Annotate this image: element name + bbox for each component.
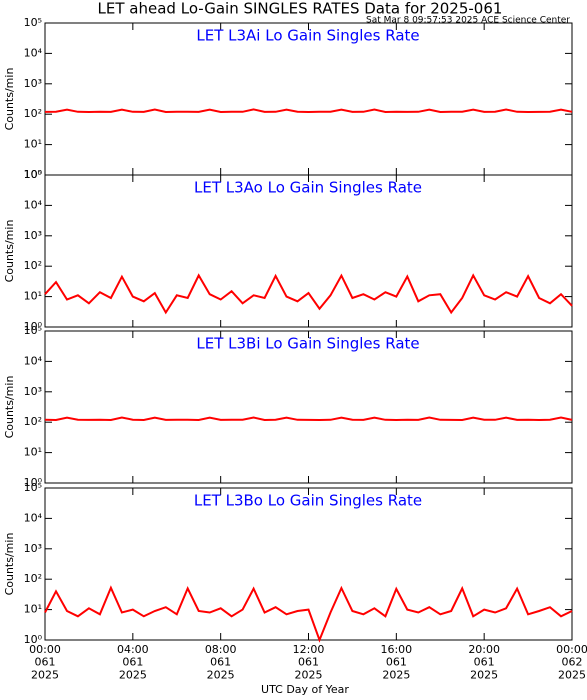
data-line (44, 273, 573, 315)
panel-title: LET L3Bi Lo Gain Singles Rate (196, 335, 419, 353)
y-tick-label: 10⁴ (24, 511, 43, 524)
x-tick-label: 12:00 061 2025 (293, 643, 325, 681)
x-tick-label: 00:00 061 2025 (29, 643, 61, 681)
data-line (44, 108, 573, 114)
x-axis-label: UTC Day of Year (261, 683, 349, 696)
x-tick-label: 04:00 061 2025 (117, 643, 149, 681)
chart-title: LET ahead Lo-Gain SINGLES RATES Data for… (98, 0, 503, 18)
y-tick-label: 10⁵ (24, 16, 42, 29)
y-tick-label: 10⁴ (24, 198, 43, 211)
panel-title: LET L3Ai Lo Gain Singles Rate (196, 27, 419, 45)
x-tick-label: 00:00 062 2025 (556, 643, 587, 681)
y-tick-label: 10³ (24, 77, 42, 90)
y-tick-label: 10¹ (24, 603, 42, 616)
data-line (44, 416, 573, 422)
y-tick-label: 10⁵ (24, 168, 42, 181)
panel-title: LET L3Ao Lo Gain Singles Rate (194, 179, 422, 197)
y-axis-label: Counts/min (3, 68, 16, 131)
y-axis-label: Counts/min (3, 220, 16, 283)
y-tick-label: 10⁰ (24, 633, 43, 646)
y-tick-label: 10³ (24, 542, 42, 555)
y-tick-label: 10¹ (24, 138, 42, 151)
y-tick-label: 10² (24, 107, 42, 120)
x-tick-label: 16:00 061 2025 (380, 643, 412, 681)
y-tick-label: 10² (24, 259, 42, 272)
y-tick-label: 10² (24, 572, 42, 585)
x-tick-label: 20:00 061 2025 (468, 643, 500, 681)
x-tick-label: 08:00 061 2025 (205, 643, 237, 681)
y-axis-label: Counts/min (3, 376, 16, 439)
y-tick-label: 10² (24, 415, 42, 428)
y-tick-label: 10⁰ (24, 168, 43, 181)
y-tick-label: 10⁴ (24, 46, 43, 59)
y-tick-label: 10¹ (24, 446, 42, 459)
y-tick-label: 10³ (24, 385, 42, 398)
y-tick-label: 10⁵ (24, 324, 42, 337)
subtitle: Sat Mar 8 09:57:53 2025 ACE Science Cent… (366, 16, 570, 26)
y-tick-label: 10³ (24, 229, 42, 242)
panel-title: LET L3Bo Lo Gain Singles Rate (194, 492, 422, 510)
y-tick-label: 10⁰ (24, 320, 43, 333)
y-axis-label: Counts/min (3, 533, 16, 596)
y-tick-label: 10⁴ (24, 354, 43, 367)
y-tick-label: 10⁵ (24, 481, 42, 494)
y-tick-label: 10⁰ (24, 476, 43, 489)
data-line (44, 585, 573, 643)
y-tick-label: 10¹ (24, 290, 42, 303)
